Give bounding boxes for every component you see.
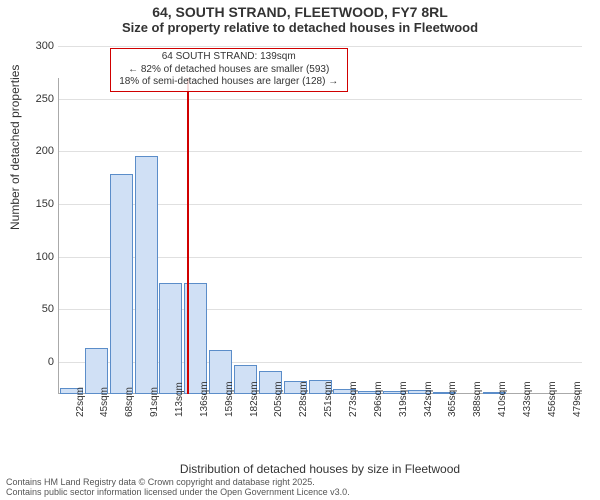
y-tick-label: 300 bbox=[24, 40, 54, 52]
histogram-bar bbox=[110, 174, 133, 394]
gridline bbox=[58, 46, 582, 47]
x-tick-label: 159sqm bbox=[224, 381, 235, 417]
x-tick-label: 68sqm bbox=[124, 387, 135, 417]
histogram-bar bbox=[135, 156, 158, 394]
gridline bbox=[58, 151, 582, 152]
chart-plot-area: 05010015020025030022sqm45sqm68sqm91sqm11… bbox=[58, 46, 582, 426]
x-tick-label: 205sqm bbox=[273, 381, 284, 417]
x-tick-label: 251sqm bbox=[323, 381, 334, 417]
y-tick-label: 150 bbox=[24, 198, 54, 210]
x-tick-label: 365sqm bbox=[447, 381, 458, 417]
x-tick-label: 45sqm bbox=[99, 387, 110, 417]
x-tick-label: 479sqm bbox=[572, 381, 583, 417]
x-tick-label: 456sqm bbox=[547, 381, 558, 417]
histogram-bar bbox=[159, 283, 182, 394]
y-tick-label: 0 bbox=[24, 356, 54, 368]
x-tick-label: 136sqm bbox=[199, 381, 210, 417]
y-tick-label: 100 bbox=[24, 251, 54, 263]
x-tick-label: 182sqm bbox=[249, 381, 260, 417]
x-tick-label: 433sqm bbox=[522, 381, 533, 417]
x-tick-label: 388sqm bbox=[472, 381, 483, 417]
chart-title: 64, SOUTH STRAND, FLEETWOOD, FY7 8RL bbox=[0, 0, 600, 20]
footer-text: Contains HM Land Registry data © Crown c… bbox=[6, 478, 350, 498]
x-tick-label: 342sqm bbox=[423, 381, 434, 417]
y-tick-label: 250 bbox=[24, 93, 54, 105]
y-tick-label: 200 bbox=[24, 145, 54, 157]
chart-subtitle: Size of property relative to detached ho… bbox=[0, 20, 600, 37]
annotation-line: 18% of semi-detached houses are larger (… bbox=[115, 76, 343, 89]
y-axis-line bbox=[58, 78, 59, 394]
x-tick-label: 319sqm bbox=[398, 381, 409, 417]
y-axis-label: Number of detached properties bbox=[8, 65, 22, 230]
x-tick-label: 410sqm bbox=[497, 381, 508, 417]
gridline bbox=[58, 99, 582, 100]
annotation-box: 64 SOUTH STRAND: 139sqm← 82% of detached… bbox=[110, 48, 348, 92]
annotation-line: ← 82% of detached houses are smaller (59… bbox=[115, 64, 343, 77]
y-tick-label: 50 bbox=[24, 303, 54, 315]
x-tick-label: 113sqm bbox=[174, 382, 185, 417]
x-tick-label: 273sqm bbox=[348, 381, 359, 417]
footer-line2: Contains public sector information licen… bbox=[6, 488, 350, 498]
x-axis-label: Distribution of detached houses by size … bbox=[58, 462, 582, 476]
marker-line bbox=[187, 78, 189, 394]
x-tick-label: 22sqm bbox=[75, 387, 86, 417]
x-tick-label: 296sqm bbox=[373, 381, 384, 417]
x-tick-label: 228sqm bbox=[298, 381, 309, 417]
x-tick-label: 91sqm bbox=[149, 387, 160, 417]
annotation-line: 64 SOUTH STRAND: 139sqm bbox=[115, 51, 343, 64]
